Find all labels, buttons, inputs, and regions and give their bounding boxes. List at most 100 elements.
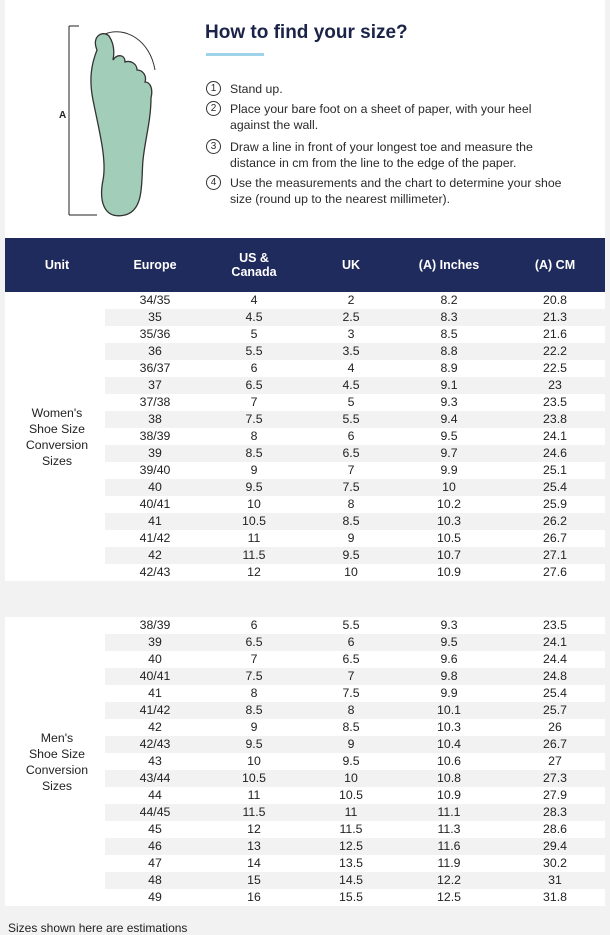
table-row: 49 16 15.5 12.5 31.8 bbox=[105, 889, 605, 906]
table-row: 43/44 10.5 10 10.8 27.3 bbox=[105, 770, 605, 787]
table-cell: 10 bbox=[442, 480, 456, 494]
table-section: 34/35 4 2 8.2 20.8 35 4.5 2.5 8.3 21.3 35/36 5 3 8.5 2… bbox=[5, 292, 605, 581]
table-cell: 9.9 bbox=[440, 686, 458, 700]
foot-illustration: A bbox=[59, 25, 156, 217]
table-cell: 42/43 bbox=[139, 737, 171, 751]
table-cell: 11.3 bbox=[437, 822, 461, 836]
table-cell: 23.5 bbox=[543, 395, 567, 409]
table-cell: 10.5 bbox=[437, 531, 461, 545]
table-row: 37 6.5 4.5 9.1 23 bbox=[105, 377, 605, 394]
table-cell: 8.5 bbox=[245, 703, 263, 717]
table-cell: 10.8 bbox=[437, 771, 461, 785]
table-row: 42 9 8.5 10.3 26 bbox=[105, 719, 605, 736]
table-cell: 23 bbox=[548, 378, 562, 392]
table-cell: 43 bbox=[148, 754, 162, 768]
table-cell: 5.5 bbox=[342, 618, 360, 632]
step: 1 Stand up. bbox=[206, 81, 566, 97]
table-cell: 6 bbox=[347, 429, 355, 443]
table-cell: 11 bbox=[247, 788, 261, 802]
table-cell: 12.5 bbox=[339, 839, 363, 853]
table-cell: 10 bbox=[344, 771, 358, 785]
table-cell: 14 bbox=[247, 856, 261, 870]
table-cell: 11.5 bbox=[242, 805, 266, 819]
table-cell: 15 bbox=[247, 873, 261, 887]
table-row: 38/39 8 6 9.5 24.1 bbox=[105, 428, 605, 445]
unit-label-line: Conversion bbox=[25, 762, 89, 777]
table-cell: 10.3 bbox=[437, 514, 461, 528]
table-cell: 9.3 bbox=[440, 395, 458, 409]
table-cell: 42 bbox=[148, 720, 162, 734]
table-cell: 9.8 bbox=[440, 669, 458, 683]
unit-label: Women's Shoe Size Conversion Sizes bbox=[5, 405, 109, 469]
table-cell: 4 bbox=[347, 361, 355, 375]
table-cell: 8.9 bbox=[440, 361, 458, 375]
table-row: 42 11.5 9.5 10.7 27.1 bbox=[105, 547, 605, 564]
table-cell: 43/44 bbox=[139, 771, 171, 785]
table-row: 38/39 6 5.5 9.3 23.5 bbox=[105, 617, 605, 634]
table-cell: 22.5 bbox=[543, 361, 567, 375]
table-cell: 9.1 bbox=[440, 378, 458, 392]
table-cell: 26.7 bbox=[543, 737, 567, 751]
table-cell: 8 bbox=[250, 429, 258, 443]
table-cell: 22.2 bbox=[543, 344, 567, 358]
table-cell: 34/35 bbox=[139, 293, 171, 307]
table-cell: 11.6 bbox=[437, 839, 461, 853]
table-row: 35/36 5 3 8.5 21.6 bbox=[105, 326, 605, 343]
table-cell: 24.1 bbox=[543, 429, 567, 443]
table-row: 36/37 6 4 8.9 22.5 bbox=[105, 360, 605, 377]
table-cell: 6 bbox=[250, 361, 258, 375]
table-cell: 25.9 bbox=[543, 497, 567, 511]
table-cell: 9.3 bbox=[440, 618, 458, 632]
table-cell: 27 bbox=[548, 754, 562, 768]
table-cell: 13 bbox=[247, 839, 261, 853]
table-cell: 10.5 bbox=[242, 771, 266, 785]
table-cell: 11.1 bbox=[437, 805, 461, 819]
table-cell: 47 bbox=[148, 856, 162, 870]
unit-label-line: Shoe Size bbox=[28, 421, 86, 436]
table-cell: 31 bbox=[548, 873, 562, 887]
table-cell: 45 bbox=[148, 822, 162, 836]
table-cell: 11.9 bbox=[437, 856, 461, 870]
table-cell: 40/41 bbox=[139, 497, 171, 511]
table-cell: 28.3 bbox=[543, 805, 567, 819]
table-section: 38/39 6 5.5 9.3 23.5 39 6.5 6 9.5 24.1 40 7 6.5 9.6 24… bbox=[5, 617, 605, 906]
table-row: 35 4.5 2.5 8.3 21.3 bbox=[105, 309, 605, 326]
table-cell: 4.5 bbox=[245, 310, 263, 324]
table-cell: 41/42 bbox=[139, 703, 171, 717]
table-cell: 21.6 bbox=[543, 327, 567, 341]
table-cell: 8 bbox=[347, 497, 355, 511]
table-cell: 3 bbox=[347, 327, 355, 341]
unit-label-line: Shoe Size bbox=[28, 746, 86, 761]
table-cell: 9.5 bbox=[245, 480, 263, 494]
column-header: Unit bbox=[44, 258, 70, 272]
table-cell: 25.4 bbox=[543, 480, 567, 494]
table-row: 46 13 12.5 11.6 29.4 bbox=[105, 838, 605, 855]
table-cell: 8.5 bbox=[342, 514, 360, 528]
table-cell: 6.5 bbox=[342, 446, 360, 460]
step-text: Place your bare foot on a sheet of paper… bbox=[230, 102, 532, 132]
table-cell: 9 bbox=[347, 737, 355, 751]
table-cell: 35 bbox=[148, 310, 162, 324]
table-cell: 27.1 bbox=[543, 548, 567, 562]
unit-label-line: Sizes bbox=[41, 453, 73, 468]
unit-label-line: Conversion bbox=[25, 437, 89, 452]
table-cell: 42/43 bbox=[139, 565, 171, 579]
table-cell: 46 bbox=[148, 839, 162, 853]
column-header: (A) CM bbox=[534, 258, 576, 272]
step-text: Stand up. bbox=[230, 82, 283, 96]
table-cell: 8.3 bbox=[440, 310, 458, 324]
table-cell: 25.7 bbox=[543, 703, 567, 717]
table-cell: 7 bbox=[250, 652, 258, 666]
table-cell: 10 bbox=[344, 565, 358, 579]
table-row: 44 11 10.5 10.9 27.9 bbox=[105, 787, 605, 804]
table-cell: 8 bbox=[347, 703, 355, 717]
table-cell: 7 bbox=[250, 395, 258, 409]
table-cell: 40 bbox=[148, 652, 162, 666]
table-cell: 36 bbox=[148, 344, 162, 358]
table-cell: 10.4 bbox=[437, 737, 461, 751]
table-cell: 10.1 bbox=[437, 703, 461, 717]
column-header: UK bbox=[341, 258, 361, 272]
table-cell: 6 bbox=[347, 635, 355, 649]
table-cell: 40/41 bbox=[139, 669, 171, 683]
table-cell: 3.5 bbox=[342, 344, 360, 358]
